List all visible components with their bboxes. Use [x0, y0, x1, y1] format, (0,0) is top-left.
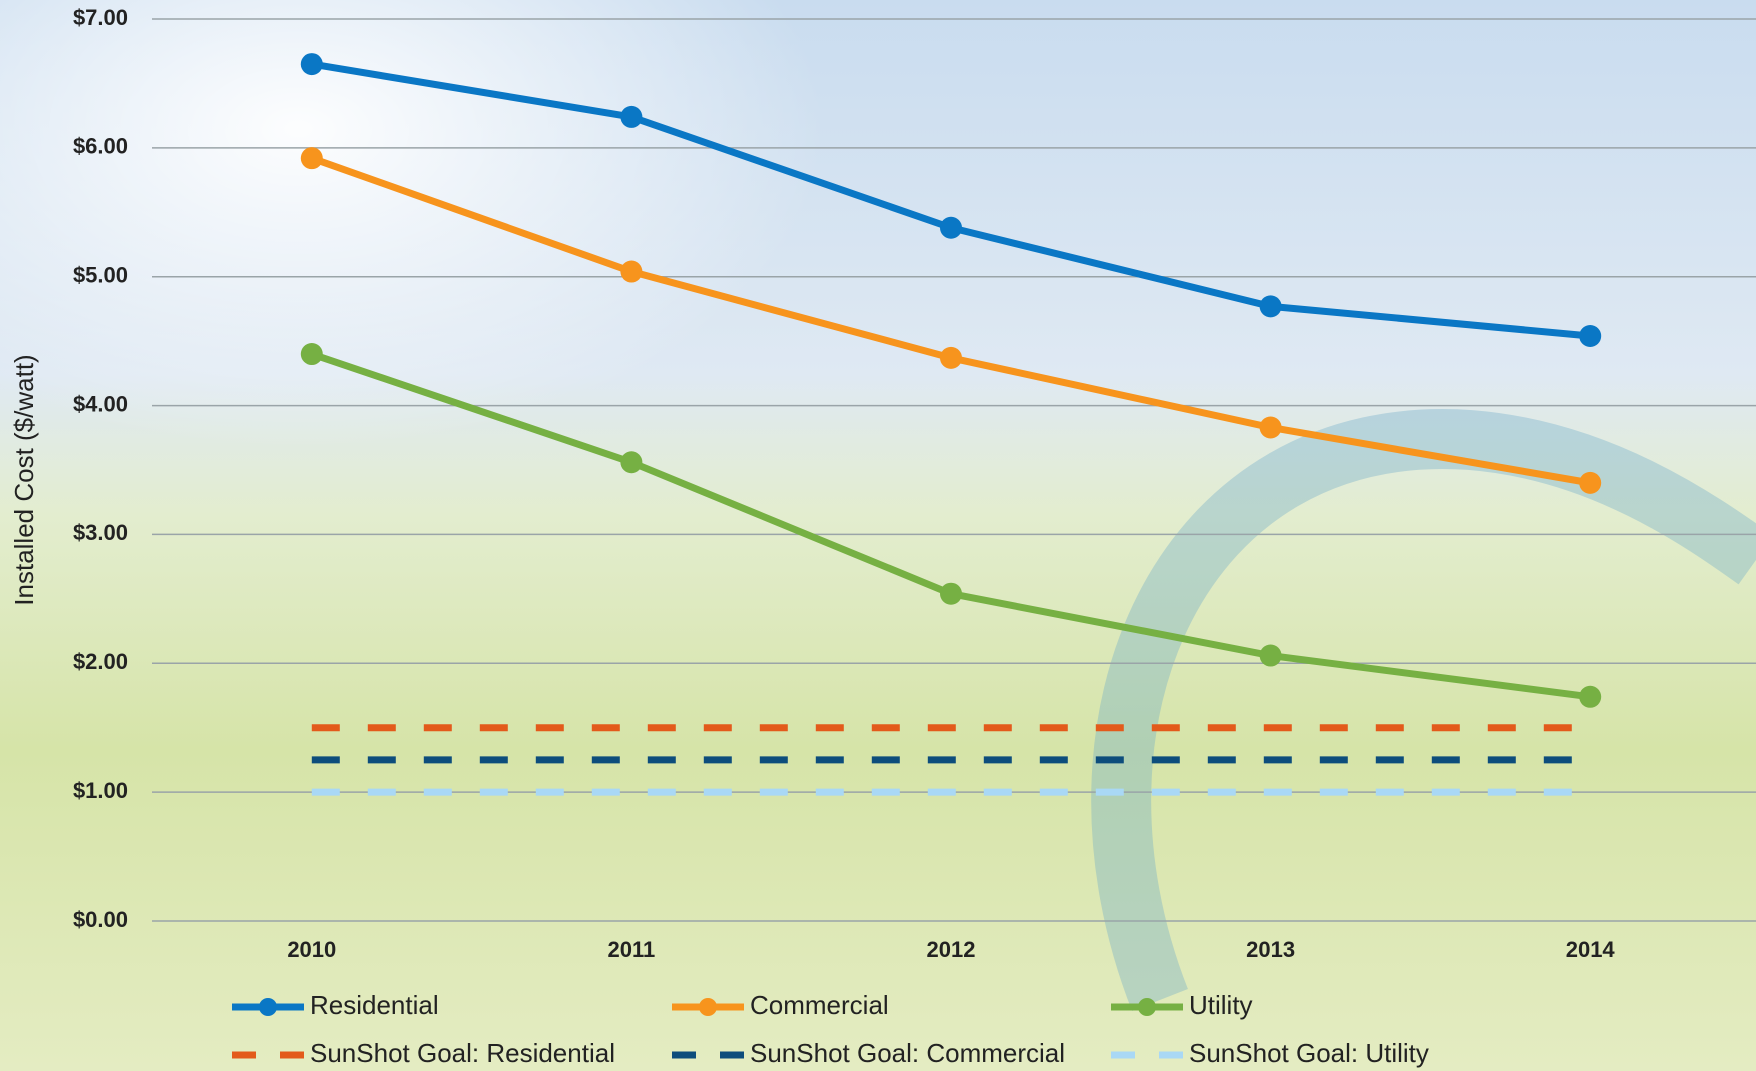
point — [300, 343, 323, 366]
x-tick-label: 2010 — [287, 937, 336, 962]
point — [300, 147, 323, 170]
legend-label: Commercial — [750, 990, 889, 1020]
y-tick-label: $1.00 — [73, 778, 128, 803]
y-tick-label: $2.00 — [73, 649, 128, 674]
y-tick-label: $4.00 — [73, 391, 128, 416]
legend-label: SunShot Goal: Residential — [310, 1038, 615, 1068]
point — [620, 105, 643, 128]
point — [1579, 685, 1602, 708]
x-tick-label: 2014 — [1566, 937, 1616, 962]
point — [1259, 295, 1282, 318]
point — [1259, 644, 1282, 667]
legend-marker — [259, 998, 277, 1016]
legend-marker — [699, 998, 717, 1016]
legend-label: Utility — [1189, 990, 1253, 1020]
y-tick-label: $0.00 — [73, 907, 128, 932]
point — [620, 451, 643, 474]
x-tick-label: 2011 — [608, 937, 656, 962]
y-tick-label: $5.00 — [73, 263, 128, 288]
y-tick-label: $6.00 — [73, 134, 128, 159]
x-tick-label: 2012 — [927, 937, 976, 962]
legend-marker — [1138, 998, 1156, 1016]
y-axis-title: Installed Cost ($/watt) — [9, 354, 39, 605]
point — [940, 582, 962, 605]
y-tick-label: $3.00 — [73, 520, 128, 545]
legend-label: SunShot Goal: Commercial — [750, 1038, 1065, 1068]
point — [300, 53, 323, 76]
y-tick-label: $7.00 — [73, 5, 128, 30]
point — [1579, 471, 1602, 494]
point — [1579, 324, 1602, 347]
point — [940, 346, 962, 369]
point — [620, 260, 643, 283]
point — [1259, 416, 1282, 439]
legend-label: Residential — [310, 990, 439, 1020]
point — [940, 216, 962, 239]
legend-label: SunShot Goal: Utility — [1189, 1038, 1429, 1068]
x-tick-label: 2013 — [1246, 937, 1295, 962]
